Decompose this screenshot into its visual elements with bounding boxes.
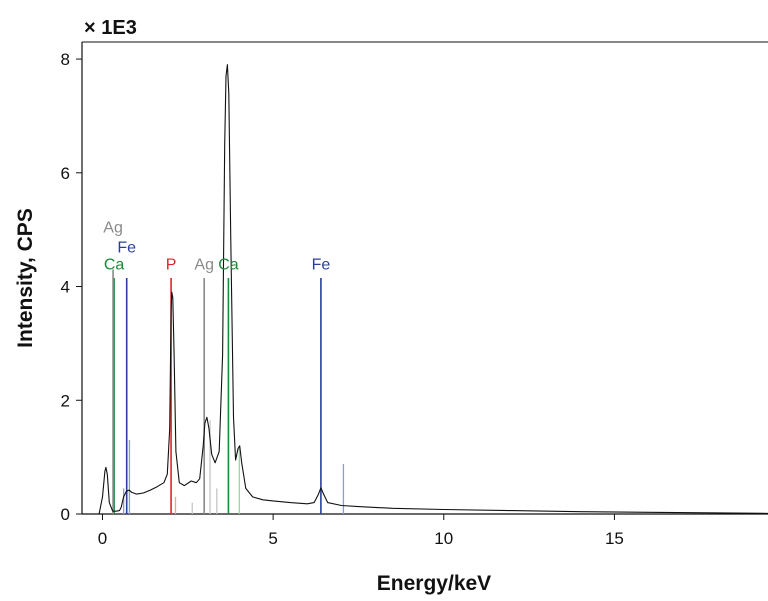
y-axis-title: Intensity, CPS: [14, 208, 37, 348]
element-label-ca: Ca: [104, 256, 125, 273]
element-label-ag: Ag: [194, 256, 214, 273]
element-label-fe: Fe: [117, 239, 136, 256]
x-tick-label: 10: [434, 529, 453, 548]
y-tick-label: 2: [61, 391, 70, 410]
y-axis-ticks: 0 2 4 6 8: [61, 50, 82, 524]
element-label-ag: Ag: [103, 220, 123, 237]
element-label-fe: Fe: [312, 256, 331, 273]
x-axis-ticks: 0 5 10 15: [98, 514, 624, 548]
x-tick-label: 5: [268, 529, 277, 548]
y-tick-label: 8: [61, 50, 70, 69]
y-tick-label: 0: [61, 505, 70, 524]
element-label-ca: Ca: [218, 256, 239, 273]
spectrum-series-line: [98, 64, 768, 515]
element-lines: [112, 269, 345, 514]
y-tick-label: 4: [61, 278, 70, 297]
x-tick-label: 0: [98, 529, 107, 548]
plot-frame: [81, 41, 768, 515]
element-label-p: P: [166, 256, 177, 273]
x-axis-title: Energy/keV: [377, 572, 491, 595]
y-tick-label: 6: [61, 164, 70, 183]
x-tick-label: 15: [605, 529, 624, 548]
spectrum-layer: [98, 64, 768, 515]
y-axis-multiplier: × 1E3: [84, 17, 137, 39]
